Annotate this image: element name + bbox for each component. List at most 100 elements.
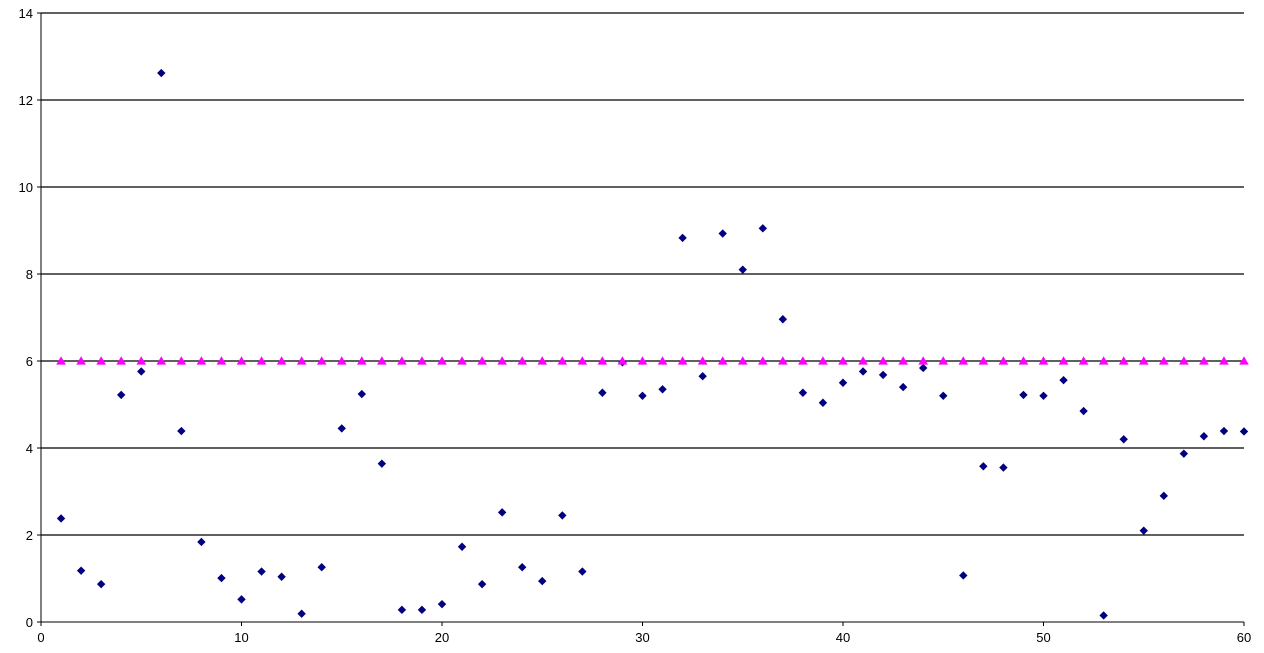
data-point-triangle (216, 356, 227, 365)
data-point-triangle (577, 356, 588, 365)
data-point-triangle (1219, 356, 1229, 365)
data-point-diamond (177, 426, 186, 436)
data-point-triangle (998, 356, 1009, 365)
data-point-triangle (156, 356, 167, 365)
data-point-triangle (858, 356, 868, 365)
data-point-diamond (357, 389, 366, 399)
data-point-diamond (56, 514, 66, 523)
x-tick-label: 20 (435, 630, 449, 645)
data-point-triangle (838, 356, 848, 365)
data-point-diamond (477, 579, 487, 589)
data-point-triangle (296, 356, 307, 365)
data-point-triangle (758, 356, 768, 365)
data-point-diamond (858, 367, 868, 376)
data-point-triangle (256, 356, 267, 365)
data-point-diamond (397, 605, 407, 615)
data-point-diamond (959, 571, 968, 580)
axes (37, 12, 1245, 626)
data-point-triangle (818, 356, 828, 365)
x-tick-label: 30 (635, 630, 649, 645)
data-point-triangle (617, 356, 628, 365)
data-point-triangle (1179, 356, 1189, 365)
data-point-diamond (157, 68, 166, 78)
y-tick-label: 2 (26, 528, 33, 543)
data-point-triangle (497, 356, 507, 365)
data-point-diamond (1239, 427, 1249, 436)
gridlines (41, 12, 1244, 536)
data-point-triangle (377, 356, 387, 365)
data-point-triangle (1239, 356, 1249, 365)
y-tick-label: 12 (19, 93, 33, 108)
series-2 (56, 356, 1249, 365)
data-point-triangle (978, 356, 989, 365)
y-tick-label: 8 (26, 267, 33, 282)
data-point-triangle (878, 356, 888, 365)
x-tick-label: 0 (37, 630, 44, 645)
data-point-diamond (197, 537, 206, 547)
data-point-triangle (537, 356, 548, 365)
data-point-triangle (437, 356, 447, 365)
data-point-diamond (1019, 390, 1028, 400)
data-point-diamond (437, 599, 447, 609)
y-tick-label: 14 (19, 6, 33, 21)
data-point-triangle (236, 356, 247, 365)
data-point-diamond (838, 378, 848, 387)
data-point-diamond (217, 573, 226, 583)
data-point-triangle (798, 356, 808, 365)
data-point-diamond (117, 390, 126, 400)
data-point-diamond (598, 388, 607, 397)
data-point-diamond (678, 233, 687, 243)
data-point-diamond (337, 424, 346, 433)
data-point-triangle (457, 356, 467, 365)
data-point-diamond (979, 462, 988, 471)
data-point-diamond (1179, 449, 1189, 458)
data-series (56, 68, 1249, 620)
data-point-triangle (1118, 356, 1129, 365)
data-point-diamond (798, 388, 808, 397)
data-point-diamond (257, 567, 266, 576)
data-point-diamond (1099, 611, 1108, 620)
x-tick-label: 60 (1237, 630, 1251, 645)
data-point-diamond (658, 385, 667, 394)
data-point-diamond (718, 229, 727, 238)
data-point-triangle (958, 356, 969, 365)
data-point-diamond (1079, 406, 1088, 416)
data-point-diamond (518, 562, 527, 572)
data-point-triangle (697, 356, 708, 365)
data-point-diamond (497, 508, 507, 517)
series-1 (56, 68, 1249, 620)
data-point-triangle (637, 356, 648, 365)
data-point-triangle (677, 356, 688, 365)
data-point-triangle (1058, 356, 1069, 365)
data-point-diamond (818, 398, 828, 407)
data-point-diamond (778, 315, 788, 324)
data-point-diamond (919, 363, 928, 373)
data-point-triangle (918, 356, 928, 365)
data-point-diamond (878, 370, 888, 380)
data-point-diamond (1159, 491, 1168, 501)
data-point-diamond (698, 372, 707, 381)
data-point-diamond (377, 459, 387, 468)
data-point-diamond (738, 265, 747, 274)
data-point-diamond (237, 595, 246, 604)
data-point-diamond (457, 542, 467, 551)
data-point-diamond (758, 224, 767, 233)
data-point-triangle (1159, 356, 1169, 365)
data-point-diamond (1219, 426, 1229, 436)
data-point-triangle (357, 356, 367, 365)
data-point-diamond (96, 579, 106, 589)
data-point-diamond (1059, 375, 1068, 385)
data-point-triangle (276, 356, 287, 365)
data-point-triangle (1078, 356, 1089, 365)
data-point-diamond (898, 382, 908, 392)
x-tick-label: 50 (1036, 630, 1050, 645)
data-point-triangle (116, 356, 126, 365)
data-point-triangle (898, 356, 908, 365)
data-point-diamond (558, 511, 567, 520)
data-point-diamond (1119, 435, 1128, 444)
data-point-triangle (136, 356, 147, 365)
y-tick-label: 6 (26, 354, 33, 369)
data-point-triangle (1038, 356, 1049, 365)
data-point-triangle (1098, 356, 1109, 365)
data-point-triangle (717, 356, 728, 365)
